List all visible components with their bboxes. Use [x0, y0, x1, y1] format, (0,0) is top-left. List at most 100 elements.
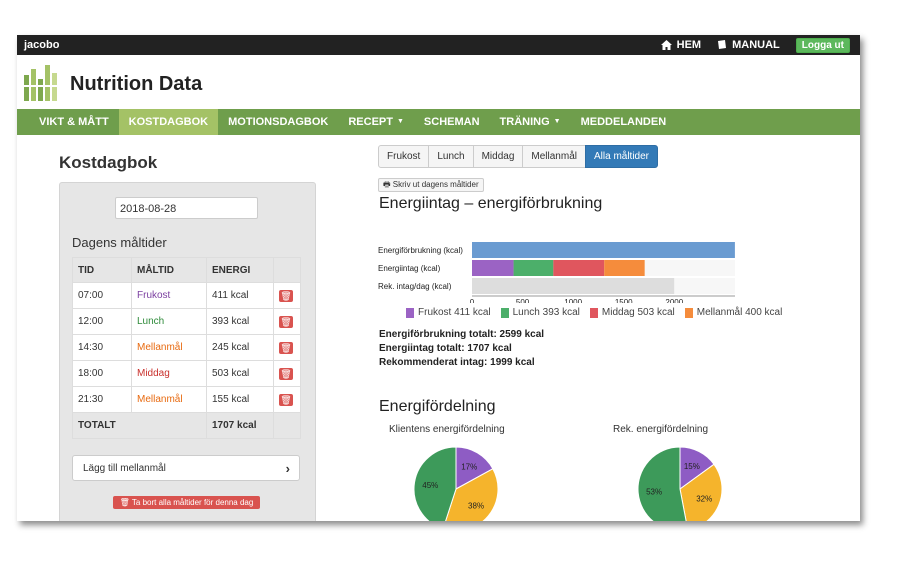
nav-recept[interactable]: RECEPT ▼ [338, 109, 414, 135]
chart-legend: Frukost 411 kcal Lunch 393 kcal Middag 5… [406, 307, 782, 318]
col-time: TID [72, 257, 132, 283]
row-energy: 155 kcal [206, 386, 274, 413]
row-meal[interactable]: Mellanmål [131, 334, 207, 361]
page-title: Kostdagbok [59, 153, 158, 172]
nav-kostdagbok[interactable]: KOSTDAGBOK [118, 109, 219, 135]
diary-column: Kostdagbok 2018-08-28 Dagens måltider TI… [59, 153, 316, 521]
app-window: jacobo HEM MANUAL Logga ut Nutrition Dat… [17, 35, 860, 521]
total-label: TOTALT [72, 412, 207, 439]
pie-label: 38% [468, 502, 484, 511]
logo-icon [24, 65, 57, 101]
pie-title-recommended: Rek. energifördelning [613, 424, 709, 435]
legend-label: Middag 503 kcal [601, 307, 675, 318]
brand-header: Nutrition Data [17, 55, 860, 109]
print-button[interactable]: 🖶 Skriv ut dagens måltider [378, 178, 484, 192]
filter-middag[interactable]: Middag [472, 145, 524, 168]
filter-lunch[interactable]: Lunch [428, 145, 474, 168]
meals-heading: Dagens måltider [72, 235, 167, 250]
pie-slice [637, 446, 687, 521]
nav-recept-label: RECEPT [348, 116, 393, 128]
legend-swatch [406, 307, 414, 318]
total-value: 1707 kcal [206, 412, 274, 439]
distribution-heading: Energifördelning [379, 398, 496, 415]
username: jacobo [24, 39, 60, 51]
pie-title-client: Klientens energifördelning [389, 424, 505, 435]
trash-icon[interactable]: 🗑 [279, 315, 293, 328]
book-icon [718, 40, 727, 49]
nav-meddelanden[interactable]: MEDDELANDEN [580, 116, 667, 128]
pie-label: 45% [422, 481, 438, 490]
filter-mellanmal[interactable]: Mellanmål [522, 145, 586, 168]
caret-down-icon: ▼ [553, 118, 561, 125]
y-tick-label: Energiförbrukning (kcal) [378, 246, 463, 255]
pie-slice [445, 468, 499, 521]
legend-swatch [500, 307, 509, 318]
pie-slice [455, 446, 494, 490]
logout-button[interactable]: Logga ut [795, 37, 850, 53]
legend-item: Frukost 411 kcal [406, 307, 491, 318]
energy-bar-chart: Energiförbrukning (kcal) Energiintag (kca… [378, 242, 735, 303]
bar-segment [604, 260, 645, 276]
nav-motionsdagbok[interactable]: MOTIONSDAGBOK [228, 116, 329, 128]
legend-swatch [589, 307, 598, 318]
delete-all-button[interactable]: 🗑 Ta bort alla måltider för denna dag [113, 496, 260, 509]
filter-alla[interactable]: Alla måltider [584, 145, 659, 168]
nav-traning[interactable]: TRÄNING ▼ [490, 109, 571, 135]
legend-label: Frukost 411 kcal [418, 307, 491, 318]
pie-slice [679, 463, 723, 521]
y-tick-label: Rek. intag/dag (kcal) [378, 282, 452, 291]
table-row: 07:00 Frukost 411 kcal 🗑 [72, 282, 301, 309]
trash-icon[interactable]: 🗑 [279, 393, 293, 406]
bar-segment [472, 242, 735, 258]
col-action [273, 257, 301, 283]
filter-frukost[interactable]: Frukost [378, 145, 430, 168]
caret-down-icon: ▼ [396, 118, 404, 125]
table-row: 21:30 Mellanmål 155 kcal 🗑 [72, 386, 301, 413]
manual-label: MANUAL [732, 39, 780, 51]
meals-table: TID MÅLTID ENERGI 07:00 Frukost 411 kcal… [72, 257, 301, 439]
total-row: TOTALT 1707 kcal [72, 412, 301, 439]
client-pie-chart: 17% 38% 45% [413, 446, 499, 521]
nav-vikt[interactable]: VIKT & MÅTT [39, 116, 109, 128]
add-snack-button[interactable]: Lägg till mellanmål › [72, 455, 300, 481]
x-tick-label: 1000 [564, 298, 582, 303]
top-bar: jacobo HEM MANUAL Logga ut [17, 35, 860, 55]
table-row: 12:00 Lunch 393 kcal 🗑 [72, 308, 301, 335]
nav-scheman[interactable]: SCHEMAN [423, 116, 480, 128]
home-link[interactable]: HEM [660, 39, 702, 51]
y-tick-label: Energiintag (kcal) [378, 264, 441, 273]
trash-icon[interactable]: 🗑 [279, 367, 293, 380]
print-label: Skriv ut dagens måltider [392, 180, 479, 189]
recommended-pie-chart: 15% 32% 53% [637, 446, 723, 521]
legend-item: Lunch 393 kcal [500, 307, 580, 318]
pie-label: 17% [461, 463, 477, 472]
pie-label: 15% [684, 462, 700, 471]
table-row: 18:00 Middag 503 kcal 🗑 [72, 360, 301, 387]
add-snack-label: Lägg till mellanmål [83, 463, 166, 474]
date-input[interactable]: 2018-08-28 [115, 197, 258, 219]
trash-icon: 🗑 [119, 498, 130, 507]
legend-item: Mellanmål 400 kcal [684, 307, 783, 318]
trash-icon[interactable]: 🗑 [279, 289, 293, 302]
row-meal[interactable]: Mellanmål [131, 386, 207, 413]
pie-label: 53% [646, 487, 662, 496]
delete-all-label: Ta bort alla måltider för denna dag [131, 498, 254, 507]
main-nav: VIKT & MÅTT KOSTDAGBOK MOTIONSDAGBOK REC… [17, 109, 860, 135]
row-time: 14:30 [72, 334, 132, 361]
x-tick-label: 1500 [615, 298, 633, 303]
manual-link[interactable]: MANUAL [717, 39, 780, 51]
meal-filter-group: Frukost Lunch Middag Mellanmål Alla målt… [378, 145, 659, 168]
row-meal[interactable]: Frukost [131, 282, 207, 309]
x-tick-label: 500 [516, 298, 530, 303]
col-energy: ENERGI [206, 257, 274, 283]
row-meal[interactable]: Lunch [131, 308, 207, 335]
trash-icon[interactable]: 🗑 [279, 341, 293, 354]
legend-label: Mellanmål 400 kcal [696, 307, 783, 318]
row-energy: 245 kcal [206, 334, 274, 361]
row-meal[interactable]: Middag [131, 360, 207, 387]
row-energy: 393 kcal [206, 308, 274, 335]
home-label: HEM [676, 39, 702, 51]
row-time: 07:00 [72, 282, 132, 309]
table-row: 14:30 Mellanmål 245 kcal 🗑 [72, 334, 301, 361]
print-icon: 🖶 [383, 180, 391, 189]
